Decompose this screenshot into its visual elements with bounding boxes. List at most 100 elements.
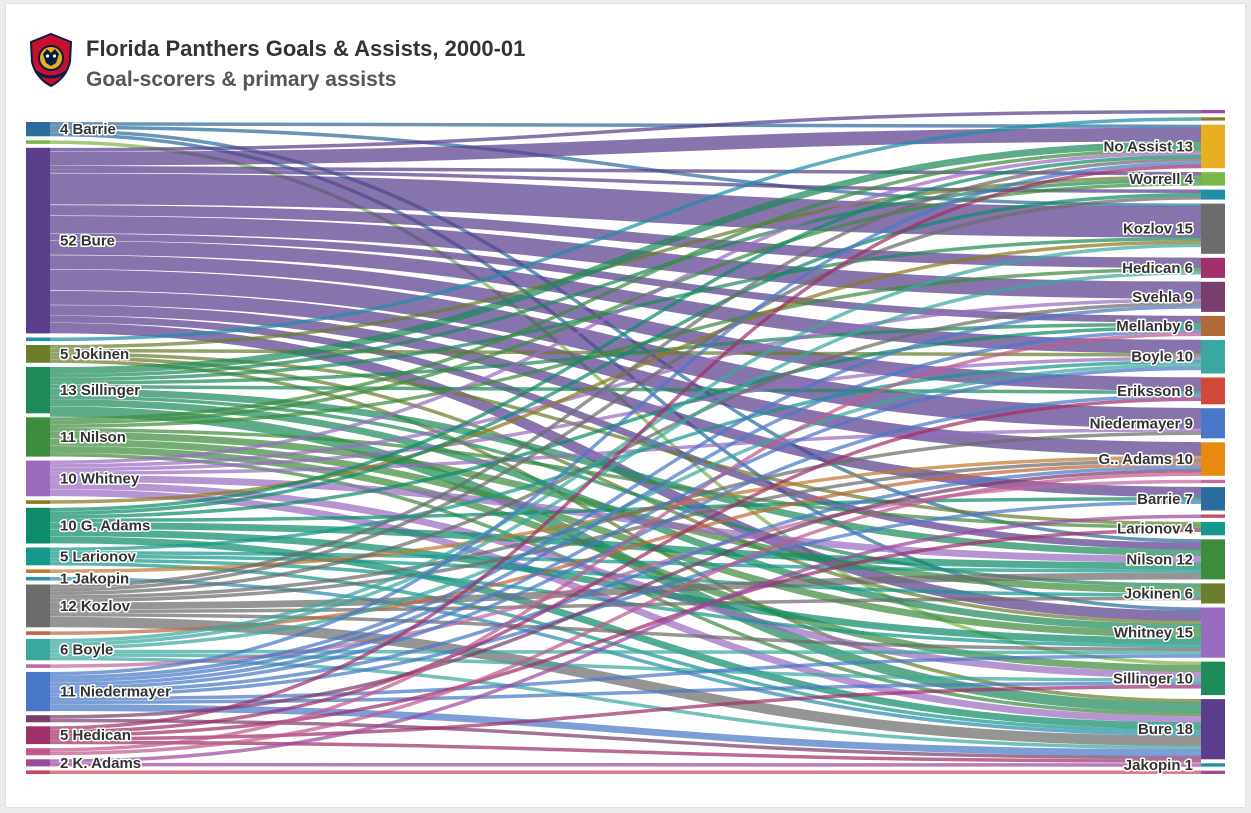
link-l-ohman-to-r-gadams[interactable] <box>49 472 1202 756</box>
node-l-jokinen[interactable] <box>26 345 50 363</box>
link-l-kozlov-to-r-gadams[interactable] <box>49 458 1202 603</box>
node-l-ohman[interactable] <box>26 748 50 756</box>
node-r-kozlov[interactable] <box>1201 203 1225 254</box>
link-l-gadams-to-r-teal[interactable] <box>49 192 1202 515</box>
link-l-kozlov-to-r-jokinen[interactable] <box>49 596 1202 614</box>
link-l-gadams-to-r-mellanby[interactable] <box>49 325 1202 519</box>
node-l-niedermayer[interactable] <box>26 671 50 712</box>
link-l-bure-to-r-boyle[interactable] <box>49 240 1202 354</box>
link-l-larionov-to-r-bure[interactable] <box>49 561 1202 733</box>
link-l-bure-to-r-worrell[interactable] <box>49 165 1202 176</box>
link-l-sillinger-to-r-eriksson[interactable] <box>49 384 1202 395</box>
link-l-boyle-to-r-whitney[interactable] <box>49 649 1202 655</box>
node-r-eriksson[interactable] <box>1201 377 1225 405</box>
node-l-larionov[interactable] <box>26 547 50 566</box>
node-l-gadams[interactable] <box>26 507 50 544</box>
node-r-noassist[interactable] <box>1201 124 1225 169</box>
node-r-sillinger[interactable] <box>1201 661 1225 696</box>
link-l-niedermayer-to-r-barrie[interactable] <box>49 500 1202 697</box>
node-l-barrie[interactable] <box>26 122 50 137</box>
link-l-hedican-to-r-bure[interactable] <box>49 740 1202 763</box>
node-r-boyle[interactable] <box>1201 340 1225 374</box>
link-l-nilson-to-r-larionov[interactable] <box>49 428 1202 529</box>
link-l-niedermayer-to-r-boyle[interactable] <box>49 366 1202 687</box>
link-l-hedican-to-r-noassist[interactable] <box>49 164 1202 730</box>
link-l-nilson-to-r-noassist[interactable] <box>49 148 1202 421</box>
link-l-bure-to-r-hedican[interactable] <box>49 205 1202 268</box>
link-l-boyle-to-r-kozlov[interactable] <box>49 243 1202 643</box>
node-r-nilson[interactable] <box>1201 539 1225 580</box>
node-r-larionov[interactable] <box>1201 521 1225 536</box>
link-l-whitney-to-r-niedermayer[interactable] <box>49 428 1202 475</box>
link-l-gadams-to-r-noassist[interactable] <box>49 154 1202 512</box>
node-r-svehla[interactable] <box>1201 281 1225 312</box>
link-l-kozlov-to-r-niedermayer[interactable] <box>49 431 1202 599</box>
link-l-jokinen-to-r-worrell[interactable] <box>49 175 1202 349</box>
node-r-red[interactable] <box>1201 514 1225 518</box>
link-l-kozlov-to-r-teal[interactable] <box>49 196 1202 592</box>
node-l-hedican[interactable] <box>26 726 50 745</box>
node-r-hedican[interactable] <box>1201 257 1225 278</box>
link-l-nilson-to-r-worrell[interactable] <box>49 182 1202 425</box>
link-l-niedermayer-to-r-svehla[interactable] <box>49 305 1202 680</box>
link-l-hedican-to-r-larionov[interactable] <box>49 528 1202 737</box>
node-r-bottom[interactable] <box>1201 770 1225 774</box>
node-r-pink[interactable] <box>1201 479 1225 484</box>
link-l-kvasha-to-r-gadams[interactable] <box>49 469 1202 719</box>
link-l-bure-to-r-noassist[interactable] <box>49 127 1202 166</box>
link-l-kozlov-to-r-bure[interactable] <box>49 616 1202 747</box>
node-l-other[interactable] <box>26 770 50 774</box>
link-l-whitney-to-r-boyle[interactable] <box>49 356 1202 472</box>
link-l-nilson-to-r-hedican[interactable] <box>49 267 1202 428</box>
node-r-worrell[interactable] <box>1201 172 1225 186</box>
node-l-kozlov[interactable] <box>26 584 50 628</box>
node-r-top2[interactable] <box>1201 117 1225 121</box>
link-l-whitney-to-r-noassist[interactable] <box>49 151 1202 465</box>
node-r-top1[interactable] <box>1201 110 1225 114</box>
node-l-nilson[interactable] <box>26 417 50 457</box>
node-l-mellanby[interactable] <box>26 500 50 504</box>
link-l-sillinger-to-r-noassist[interactable] <box>49 141 1202 374</box>
link-l-barrie-to-r-noassist[interactable] <box>49 122 1202 129</box>
link-l-gadams-to-r-barrie[interactable] <box>49 497 1202 523</box>
node-l-sillinger[interactable] <box>26 366 50 414</box>
link-l-larionov-to-r-nilson[interactable] <box>49 551 1202 573</box>
node-l-whitney[interactable] <box>26 460 50 497</box>
link-l-whitney-to-r-svehla[interactable] <box>49 298 1202 468</box>
node-r-mellanby[interactable] <box>1201 315 1225 336</box>
node-l-ference[interactable] <box>26 337 50 342</box>
link-l-hedican-to-r-eriksson[interactable] <box>49 397 1202 734</box>
link-l-niedermayer-to-r-mellanby[interactable] <box>49 329 1202 683</box>
link-l-nilson-to-r-whitney[interactable] <box>49 438 1202 638</box>
node-l-kadams[interactable] <box>26 759 50 767</box>
node-r-teal[interactable] <box>1201 189 1225 200</box>
link-l-bure-to-r-teal[interactable] <box>49 169 1202 193</box>
link-l-niedermayer-to-r-noassist[interactable] <box>49 161 1202 676</box>
node-r-niedermayer[interactable] <box>1201 408 1225 439</box>
node-r-whitney[interactable] <box>1201 607 1225 658</box>
node-l-jakopin[interactable] <box>26 576 50 581</box>
link-l-kozlov-to-r-nilson[interactable] <box>49 572 1202 610</box>
node-l-boyle[interactable] <box>26 638 50 661</box>
node-r-barrie[interactable] <box>1201 487 1225 511</box>
link-l-boyle-to-r-hedican[interactable] <box>49 271 1202 647</box>
link-l-gadams-to-r-nilson[interactable] <box>49 522 1202 570</box>
node-r-jakopin[interactable] <box>1201 763 1225 767</box>
node-l-worrell[interactable] <box>26 140 50 144</box>
node-r-bure[interactable] <box>1201 699 1225 760</box>
link-l-larionov-to-r-boyle[interactable] <box>49 360 1202 552</box>
link-l-bure-to-r-top1[interactable] <box>49 109 1202 152</box>
node-l-bure[interactable] <box>26 147 50 334</box>
link-l-whitney-to-r-nilson[interactable] <box>49 474 1202 563</box>
node-r-jokinen[interactable] <box>1201 583 1225 604</box>
link-l-kozlov-to-r-noassist[interactable] <box>49 158 1202 589</box>
link-l-kadams-to-r-red[interactable] <box>49 514 1202 763</box>
node-l-svehla[interactable] <box>26 664 50 668</box>
node-l-kvasha[interactable] <box>26 715 50 723</box>
node-r-gadams[interactable] <box>1201 442 1225 476</box>
link-l-bure-to-r-eriksson[interactable] <box>49 255 1202 392</box>
node-l-wilm[interactable] <box>26 569 50 573</box>
link-l-niedermayer-to-r-gadams[interactable] <box>49 465 1202 694</box>
link-l-ference-to-r-top2[interactable] <box>49 117 1202 342</box>
link-l-ohman-to-r-mellanby[interactable] <box>49 332 1202 752</box>
